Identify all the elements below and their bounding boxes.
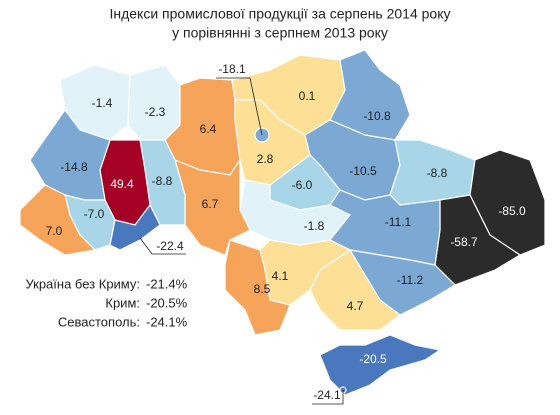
leader-line [216, 77, 263, 136]
region-value: -58.7 [450, 235, 478, 249]
region-value: 4.7 [347, 299, 364, 313]
summary-value: -24.1% [146, 314, 188, 329]
region-value: 49.4 [110, 177, 134, 191]
region-value: -1.8 [304, 219, 325, 233]
region-value: -85.0 [498, 204, 526, 218]
region-value: 4.1 [272, 269, 289, 283]
region-value: -8.8 [427, 166, 448, 180]
summary-label: Україна без Криму: [25, 276, 140, 291]
region [19, 184, 97, 256]
region-value: -20.5 [359, 352, 387, 366]
region-value: 7.0 [46, 224, 63, 238]
region-value: -11.1 [385, 215, 412, 229]
title-line: у порівнянні з серпнем 2013 року [172, 25, 388, 41]
labels: -1.4 -2.3 6.4 0.1 -10.8 2.8 -18.1 -10.5 -8.8 -85.… [25, 62, 526, 405]
region-value: -2.3 [145, 105, 166, 119]
region-value: -14.8 [60, 160, 88, 174]
region [127, 64, 181, 141]
leader-line [139, 237, 186, 255]
region-value: -7.0 [84, 207, 105, 221]
title-line: Індекси промислової продукції за серпень… [109, 6, 450, 22]
summary-label: Крим: [105, 295, 140, 310]
region-value: 0.1 [299, 89, 316, 103]
region-value: -18.1 [218, 62, 246, 76]
region-value: -8.8 [152, 174, 173, 188]
summary-label: Севастополь: [58, 314, 140, 329]
region [309, 249, 401, 331]
region-value: -10.8 [363, 109, 391, 123]
region-value: -24.1 [313, 388, 341, 402]
summary-value: -21.4% [146, 276, 188, 291]
region-value: 8.5 [254, 282, 271, 296]
summary-value: -20.5% [146, 295, 188, 310]
region-value: 2.8 [257, 152, 274, 166]
regions [19, 49, 546, 396]
leader-line [312, 390, 344, 405]
region-value: -22.4 [156, 239, 184, 253]
region-value: 6.7 [202, 197, 219, 211]
region-value: -6.0 [292, 178, 313, 192]
region [109, 203, 161, 251]
region-value: 6.4 [200, 122, 217, 136]
region [329, 49, 411, 141]
region-value: -10.5 [349, 164, 377, 178]
region-value: -1.4 [92, 96, 113, 110]
region [224, 239, 291, 336]
region-value: -11.2 [397, 273, 424, 287]
